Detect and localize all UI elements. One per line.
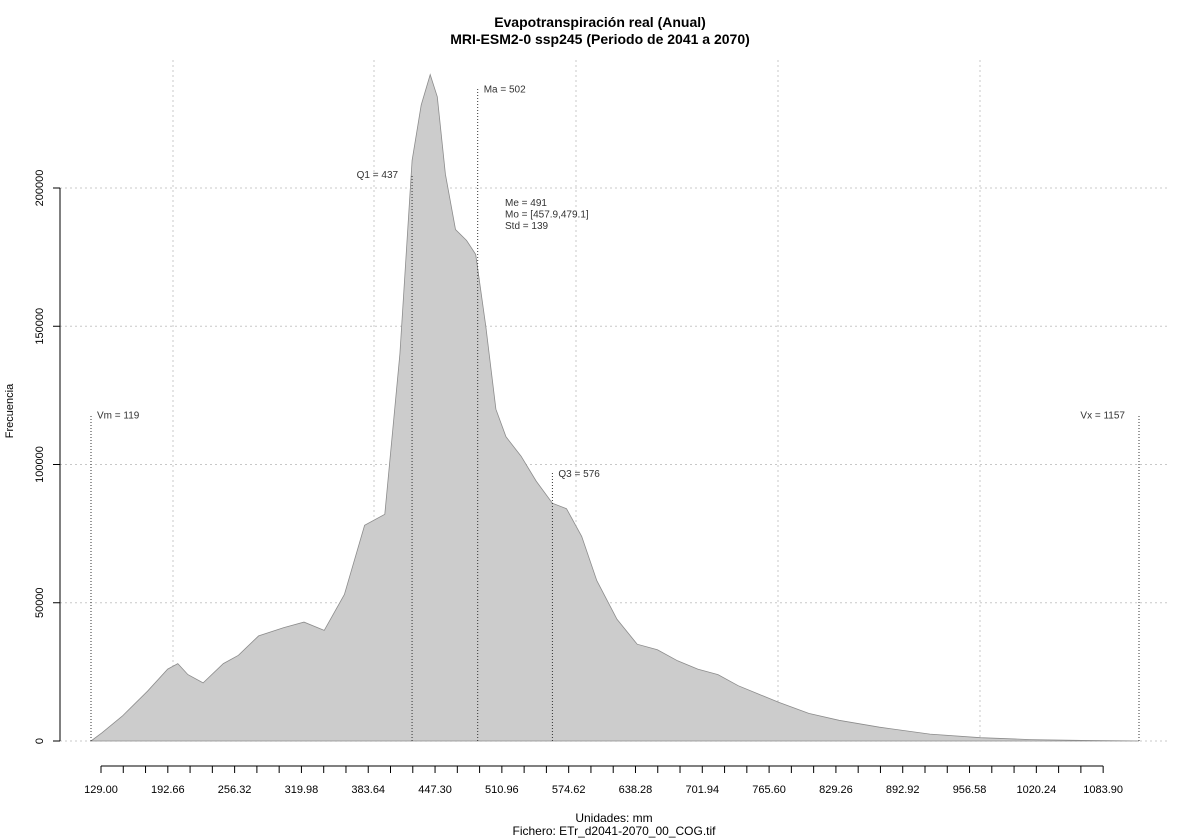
annotation-label: Vm = 119 [97, 411, 140, 422]
y-tick-label: 200000 [34, 170, 46, 207]
x-axis-label: Unidades: mm [575, 811, 652, 825]
x-tick-label: 319.98 [285, 784, 319, 796]
y-axis: 0 50000 100000 150000 200000 [34, 170, 61, 744]
stats-line: Me = 491 [505, 198, 547, 209]
file-footer: Fichero: ETr_d2041-2070_00_COG.tif [513, 824, 717, 838]
x-tick-label: 447.30 [418, 784, 452, 796]
annotation-label: Q3 = 576 [558, 469, 600, 480]
x-tick-label: 956.58 [953, 784, 987, 796]
annotations: Vm = 119 Q1 = 437 Ma = 502 Q3 = 576 Vx = 115… [90, 84, 1140, 741]
x-axis: 129.00 192.66 256.32 319.98 383.64 447.30 510.… [84, 765, 1123, 796]
chart-subtitle: MRI-ESM2-0 ssp245 (Periodo de 2041 a 207… [450, 31, 750, 47]
x-tick-label: 1083.90 [1083, 784, 1123, 796]
chart-title: Evapotranspiración real (Anual) [494, 14, 706, 30]
y-tick-label: 150000 [34, 308, 46, 345]
stats-line: Mo = [457.9,479.1] [505, 210, 589, 221]
x-tick-label: 510.96 [485, 784, 519, 796]
y-axis-label: Frecuencia [4, 383, 16, 438]
annotation-label: Q1 = 437 [357, 170, 399, 181]
x-tick-label: 765.60 [752, 784, 786, 796]
y-tick-label: 0 [34, 738, 46, 744]
x-tick-label: 829.26 [819, 784, 853, 796]
annotation-label: Ma = 502 [484, 84, 526, 95]
y-tick-label: 50000 [34, 587, 46, 618]
density-area [89, 73, 1140, 742]
y-tick-label: 100000 [34, 446, 46, 483]
x-tick-label: 256.32 [218, 784, 252, 796]
x-tick-label: 383.64 [351, 784, 385, 796]
x-tick-label: 892.92 [886, 784, 920, 796]
x-tick-label: 638.28 [619, 784, 653, 796]
x-tick-label: 192.66 [151, 784, 185, 796]
x-tick-label: 129.00 [84, 784, 118, 796]
x-tick-label: 574.62 [552, 784, 586, 796]
x-tick-label: 1020.24 [1016, 784, 1056, 796]
stats-line: Std = 139 [505, 221, 549, 232]
x-tick-label: 701.94 [685, 784, 719, 796]
annotation-label: Vx = 1157 [1080, 411, 1125, 422]
